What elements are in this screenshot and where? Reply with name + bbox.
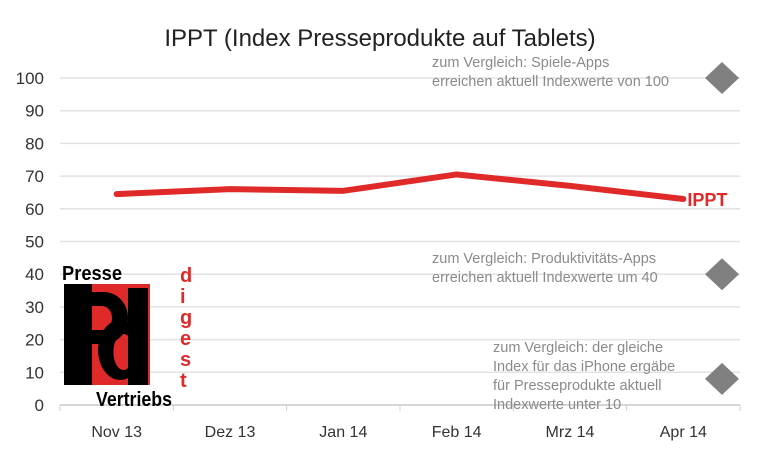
- logo-letter: t: [180, 370, 187, 392]
- logo-bottom-text: Vertriebs: [96, 389, 172, 411]
- comparison-marker: [705, 62, 739, 94]
- comparison-marker: [705, 362, 739, 395]
- x-tick-label: Dez 13: [205, 424, 256, 441]
- data-point: [228, 187, 232, 192]
- data-point: [114, 192, 119, 197]
- comparison-annotation: erreichen aktuell Indexwerte von 100: [432, 74, 669, 90]
- y-tick-label: 100: [16, 69, 44, 88]
- y-tick-label: 90: [25, 102, 44, 121]
- x-tick-label: Feb 14: [432, 424, 482, 441]
- series-label: IPPT: [687, 190, 727, 210]
- comparison-annotation: zum Vergleich: Produktivitäts-Apps: [432, 251, 656, 267]
- logo-p-shape: [68, 292, 128, 385]
- y-tick-label: 80: [25, 134, 44, 153]
- comparison-annotation: für Presseprodukte aktuell: [493, 378, 661, 394]
- x-tick-label: Apr 14: [660, 424, 707, 441]
- series-line-ippt: [113, 171, 687, 202]
- x-tick-label: Nov 13: [91, 424, 142, 441]
- logo-letter: s: [180, 349, 191, 371]
- x-tick-label: Mrz 14: [546, 424, 595, 441]
- logo-letter: i: [180, 286, 186, 308]
- comparison-annotation: zum Vergleich: der gleiche: [493, 340, 663, 356]
- logo-letter: g: [180, 307, 192, 329]
- logo-letter: d: [180, 265, 192, 287]
- data-point: [681, 196, 686, 201]
- y-tick-label: 0: [35, 396, 44, 415]
- data-point: [568, 183, 572, 188]
- y-tick-label: 60: [25, 200, 44, 219]
- y-tick-label: 70: [25, 167, 44, 186]
- y-tick-label: 30: [25, 298, 44, 317]
- comparison-annotation: erreichen aktuell Indexwerte um 40: [432, 270, 658, 286]
- comparison-annotation: zum Vergleich: Spiele-Apps: [432, 55, 609, 71]
- y-tick-label: 20: [25, 331, 44, 350]
- x-tick-label: Jan 14: [319, 424, 367, 441]
- comparison-annotation: Index für das iPhone ergäbe: [493, 359, 675, 375]
- data-point: [341, 188, 346, 193]
- logo-d-shape: [98, 288, 148, 385]
- y-tick-label: 50: [25, 233, 44, 252]
- y-tick-label: 40: [25, 265, 44, 284]
- chart-title: IPPT (Index Presseprodukte auf Tablets): [164, 25, 595, 52]
- data-point: [454, 172, 459, 177]
- comparison-annotation: Indexwerte unter 10: [493, 397, 621, 413]
- logo-letter: e: [180, 328, 191, 350]
- comparison-marker: [705, 258, 739, 291]
- y-tick-label: 10: [25, 363, 44, 382]
- logo-top-text: Presse: [62, 263, 122, 285]
